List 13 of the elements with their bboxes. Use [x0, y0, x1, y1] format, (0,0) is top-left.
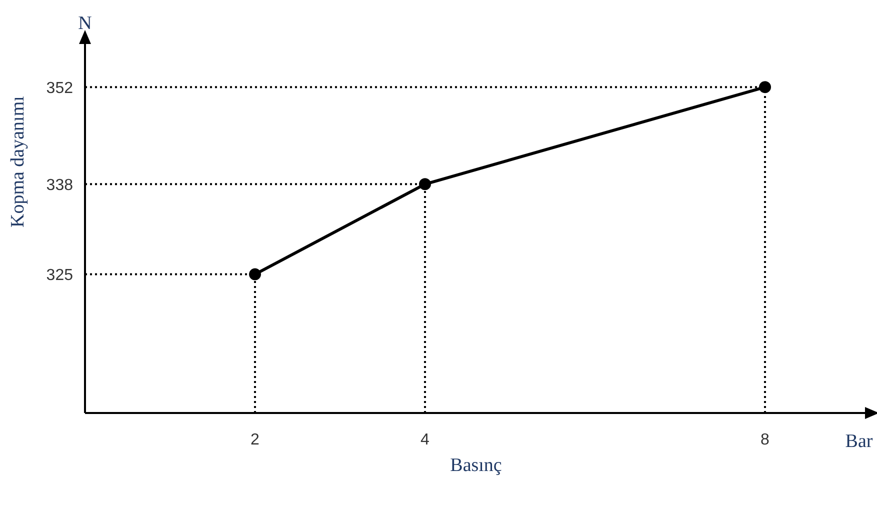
y-axis-title: Kopma dayanımı [8, 96, 29, 228]
y-tick-label: 325 [46, 266, 74, 284]
x-tick-label: 8 [760, 431, 770, 448]
text: N [78, 13, 92, 34]
y-tick-label: 338 [46, 176, 74, 194]
x-tick-label: 4 [420, 431, 430, 448]
text: Bar [845, 431, 874, 452]
point [419, 178, 431, 190]
x-tick-label: 2 [250, 431, 260, 448]
point [759, 81, 771, 94]
point [249, 268, 261, 280]
x-axis-title: Basınç [450, 455, 502, 476]
y-tick-label: 352 [46, 80, 74, 97]
